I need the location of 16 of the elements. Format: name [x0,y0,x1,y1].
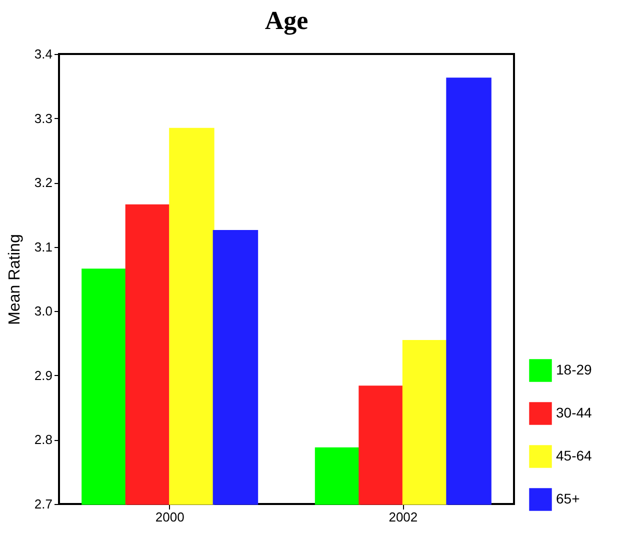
legend-label: 18-29 [556,362,592,378]
y-tick-label: 2.7 [34,496,52,512]
legend-label: 30-44 [556,404,592,420]
y-tick-label: 3.2 [34,175,52,190]
x-tick-label: 2000 [155,510,184,524]
y-axis-title: Mean Rating [6,234,24,325]
y-tick-label: 2.8 [34,432,52,448]
legend-label: 45-64 [556,448,592,464]
legend-label: 65+ [556,490,580,506]
chart-title: Age [264,6,308,35]
y-tick-label: 3.0 [34,304,52,319]
y-tick-label: 3.1 [34,239,52,254]
x-tick-label: 2002 [388,510,418,524]
y-tick-label: 3.3 [34,110,52,126]
y-tick-label: 2.9 [34,368,52,383]
y-tick-label: 3.4 [34,46,52,62]
